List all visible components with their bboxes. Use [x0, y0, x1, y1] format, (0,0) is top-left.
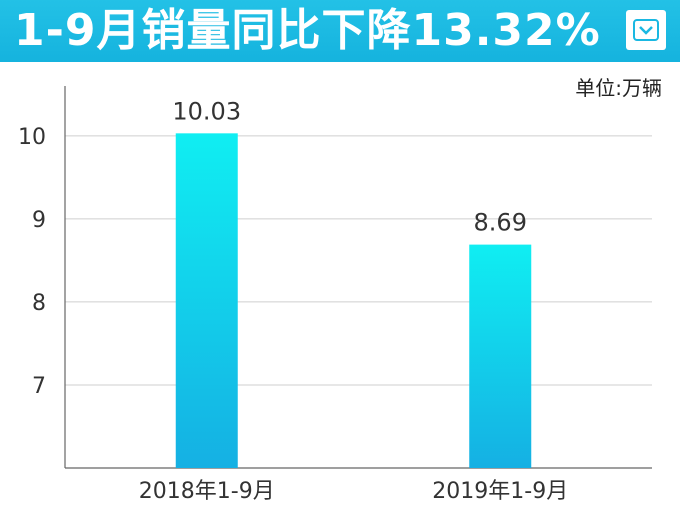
y-tick-label: 8	[32, 291, 46, 316]
bar-1	[469, 244, 532, 468]
page-title: 1-9月销量同比下降13.32%	[14, 5, 601, 56]
x-tick-label: 2019年1-9月	[432, 479, 568, 504]
y-tick-label: 7	[32, 374, 46, 399]
x-tick-label: 2018年1-9月	[139, 479, 275, 504]
data-label: 10.03	[172, 97, 241, 125]
data-label: 8.69	[474, 209, 527, 237]
logo-badge	[626, 10, 666, 50]
title-banner: 1-9月销量同比下降13.32%	[0, 0, 680, 62]
chevron-down-icon	[633, 19, 659, 41]
y-tick-label: 9	[32, 208, 46, 233]
bar-0	[175, 133, 238, 468]
unit-label: 单位:万辆	[575, 76, 662, 100]
y-tick-label: 10	[18, 125, 46, 150]
